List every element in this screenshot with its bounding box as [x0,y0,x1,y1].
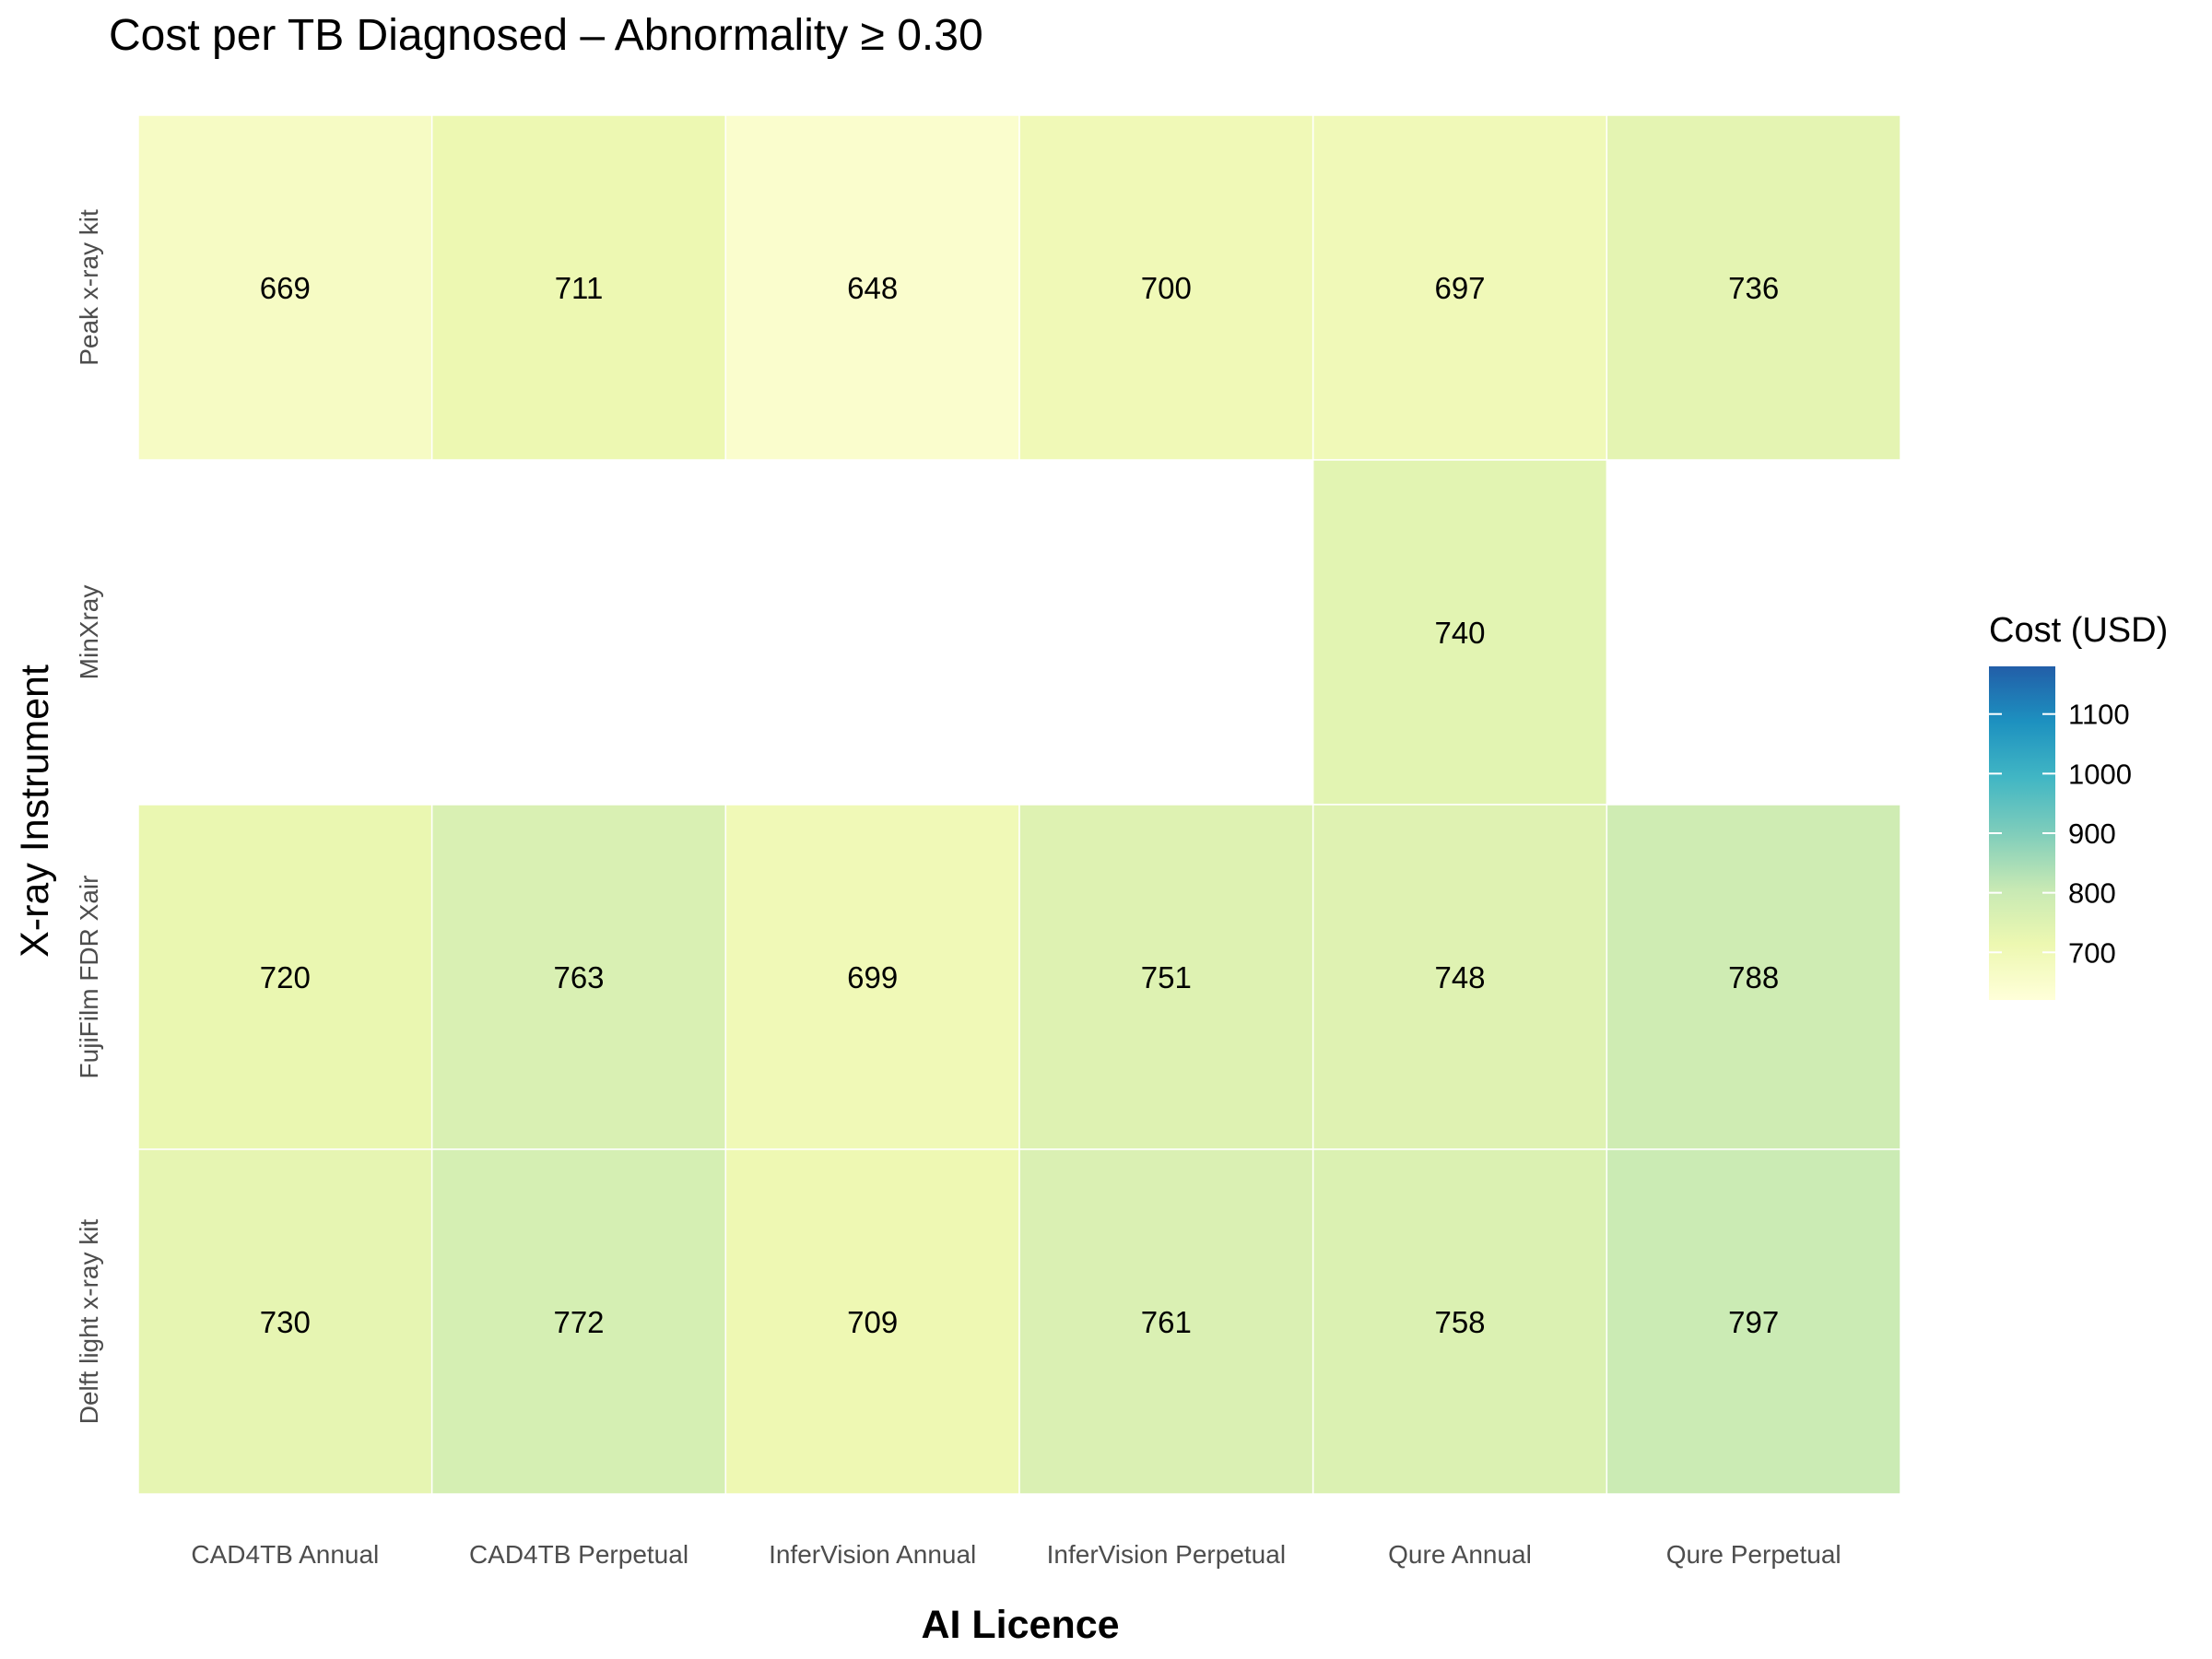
heatmap-cell [1018,1148,1314,1495]
heatmap-cell [724,1148,1020,1495]
heatmap-cell [1312,804,1608,1150]
cell-value-label: 748 [1434,960,1485,994]
cell-value-label: 740 [1434,616,1485,650]
y-tick-label: Peak x-ray kit [75,209,103,366]
heatmap-cell [137,114,433,461]
y-axis-title: X-ray Instrument [13,665,57,958]
y-axis-tick-labels: Peak x-ray kit MinXray FujiFilm FDR Xair De… [75,209,103,1424]
cell-value-label: 699 [847,960,898,994]
heatmap-cell [1018,114,1314,461]
legend-tick-label: 700 [2068,936,2116,969]
x-tick-label: Qure Annual [1388,1540,1532,1569]
y-tick-label: MinXray [75,585,103,680]
cell-value-label: 720 [260,960,311,994]
x-axis-tick-labels: CAD4TB Annual CAD4TB Perpetual InferVision… [191,1540,1841,1569]
legend-tick-label: 1100 [2068,699,2130,731]
legend-tick-label: 1000 [2068,758,2132,790]
cell-value-label: 700 [1141,271,1192,305]
cell-value-labels: 669 711 648 700 697 736 740 720 763 699 751 748 788 7… [260,271,1779,1339]
cell-value-label: 669 [260,271,311,305]
legend-title: Cost (USD) [1989,611,2168,650]
cell-value-label: 711 [555,271,604,305]
x-tick-label: InferVision Perpetual [1047,1540,1286,1569]
heatmap-cell [430,1148,727,1495]
x-tick-label: CAD4TB Annual [191,1540,379,1569]
heatmap-cell [1606,804,1901,1150]
cell-value-label: 730 [260,1305,311,1339]
heatmap-cell [1312,459,1608,806]
cell-value-label: 772 [553,1305,604,1339]
cell-value-label: 697 [1434,271,1485,305]
heatmap-cell [137,804,433,1150]
cell-value-label: 648 [847,271,898,305]
cell-value-label: 709 [847,1305,898,1339]
heatmap-cell [430,114,727,461]
heatmap-cells [137,114,1901,1495]
heatmap-cell [1606,1148,1901,1495]
y-tick-label: FujiFilm FDR Xair [75,876,103,1079]
y-tick-label: Delft light x-ray kit [75,1219,103,1425]
heatmap-cell [724,804,1020,1150]
heatmap-cell [1312,114,1608,461]
cell-value-label: 751 [1141,960,1192,994]
cell-value-label: 763 [553,960,604,994]
x-tick-label: CAD4TB Perpetual [469,1540,688,1569]
legend-tick-label: 900 [2068,818,2116,850]
legend-ticks: 700 800 900 1000 1100 [1989,699,2132,969]
heatmap-cell [1606,114,1901,461]
x-tick-label: InferVision Annual [769,1540,976,1569]
cell-value-label: 758 [1434,1305,1485,1339]
color-legend: Cost (USD) 700 800 900 1000 1100 [1989,611,2168,1000]
cell-value-label: 736 [1728,271,1779,305]
cell-value-label: 788 [1728,960,1779,994]
heatmap-cell [137,1148,433,1495]
chart-title: Cost per TB Diagnosed – Abnormality ≥ 0.… [109,11,983,60]
x-axis-title: AI Licence [921,1603,1119,1647]
heatmap-cell [724,114,1020,461]
x-tick-label: Qure Perpetual [1666,1540,1841,1569]
heatmap-cell [1312,1148,1608,1495]
cell-value-label: 761 [1141,1305,1192,1339]
cell-value-label: 797 [1728,1305,1779,1339]
legend-tick-label: 800 [2068,877,2116,910]
